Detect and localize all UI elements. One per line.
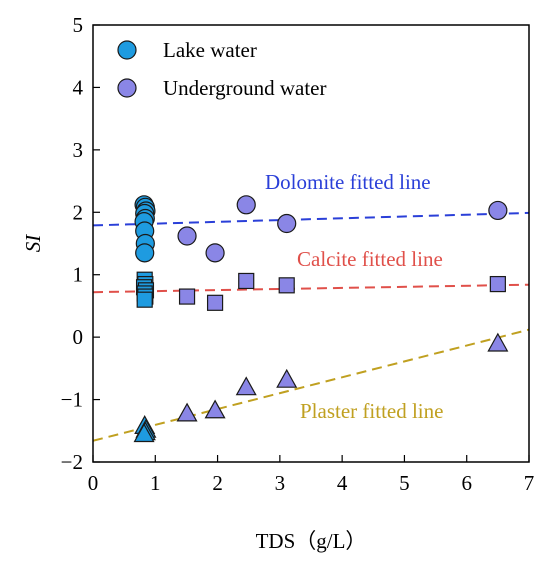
underground-water-plaster-point bbox=[176, 402, 198, 422]
underground-water-calcite-point bbox=[206, 294, 224, 311]
underground-water-dolomite-point bbox=[488, 200, 508, 221]
y-tick-label: 1 bbox=[73, 263, 84, 287]
x-tick-label: 3 bbox=[275, 471, 286, 495]
x-tick-label: 7 bbox=[524, 471, 535, 495]
fitted-line-labels-layer: Dolomite fitted line Calcite fitted line P… bbox=[265, 170, 443, 423]
lake-water-dolomite-point bbox=[135, 243, 155, 263]
underground-water-calcite-point bbox=[489, 275, 506, 293]
plaster-fitted-line bbox=[92, 328, 530, 442]
legend-label-underground-water: Underground water bbox=[163, 76, 326, 100]
y-axis-label: SI bbox=[21, 234, 45, 253]
underground-water-plaster-point bbox=[204, 399, 226, 419]
x-axis-label: TDS（g/L） bbox=[256, 529, 367, 553]
dolomite-fitted-line-label: Dolomite fitted line bbox=[265, 170, 431, 194]
x-tick-label: 0 bbox=[88, 471, 99, 495]
dolomite-fitted-line bbox=[92, 211, 530, 227]
lake-water-calcite-point bbox=[136, 291, 153, 308]
underground-water-dolomite-point bbox=[277, 213, 297, 234]
legend-marker-underground-water bbox=[117, 78, 137, 98]
underground-water-plaster-point bbox=[487, 332, 509, 352]
underground-water-calcite-point bbox=[238, 272, 255, 290]
legend-label-lake-water: Lake water bbox=[163, 38, 257, 62]
legend: Lake water Underground water bbox=[117, 38, 326, 100]
underground-water-plaster-point bbox=[235, 376, 257, 396]
lake-water-plaster-point bbox=[133, 423, 155, 443]
calcite-fitted-line-label: Calcite fitted line bbox=[297, 247, 443, 271]
fitted-lines-layer bbox=[92, 211, 530, 442]
y-tick-label: −1 bbox=[61, 388, 83, 412]
underground-water-dolomite-point bbox=[236, 195, 256, 215]
plot-frame bbox=[92, 24, 530, 463]
x-tick-label: 6 bbox=[461, 471, 472, 495]
x-tick-label: 5 bbox=[399, 471, 410, 495]
y-tick-label: 2 bbox=[73, 200, 84, 224]
data-points-layer bbox=[133, 195, 509, 443]
y-tick-label: 0 bbox=[73, 325, 84, 349]
x-tick-label: 2 bbox=[212, 471, 223, 495]
axes-ticks-layer: 0 1 2 3 4 5 6 7 −2 −1 0 1 2 3 4 5 bbox=[61, 13, 535, 495]
underground-water-plaster-point bbox=[276, 368, 298, 388]
underground-water-dolomite-point bbox=[205, 243, 225, 263]
x-tick-label: 4 bbox=[337, 471, 348, 495]
y-tick-label: 3 bbox=[73, 138, 84, 162]
underground-water-calcite-point bbox=[178, 288, 196, 305]
y-tick-label: 5 bbox=[73, 13, 84, 37]
calcite-fitted-line bbox=[92, 283, 530, 294]
legend-marker-lake-water bbox=[117, 40, 137, 60]
underground-water-dolomite-point bbox=[177, 226, 197, 246]
x-tick-label: 1 bbox=[150, 471, 161, 495]
plaster-fitted-line-label: Plaster fitted line bbox=[300, 399, 443, 423]
y-tick-label: −2 bbox=[61, 450, 83, 474]
y-tick-label: 4 bbox=[73, 75, 84, 99]
underground-water-calcite-point bbox=[278, 277, 295, 294]
